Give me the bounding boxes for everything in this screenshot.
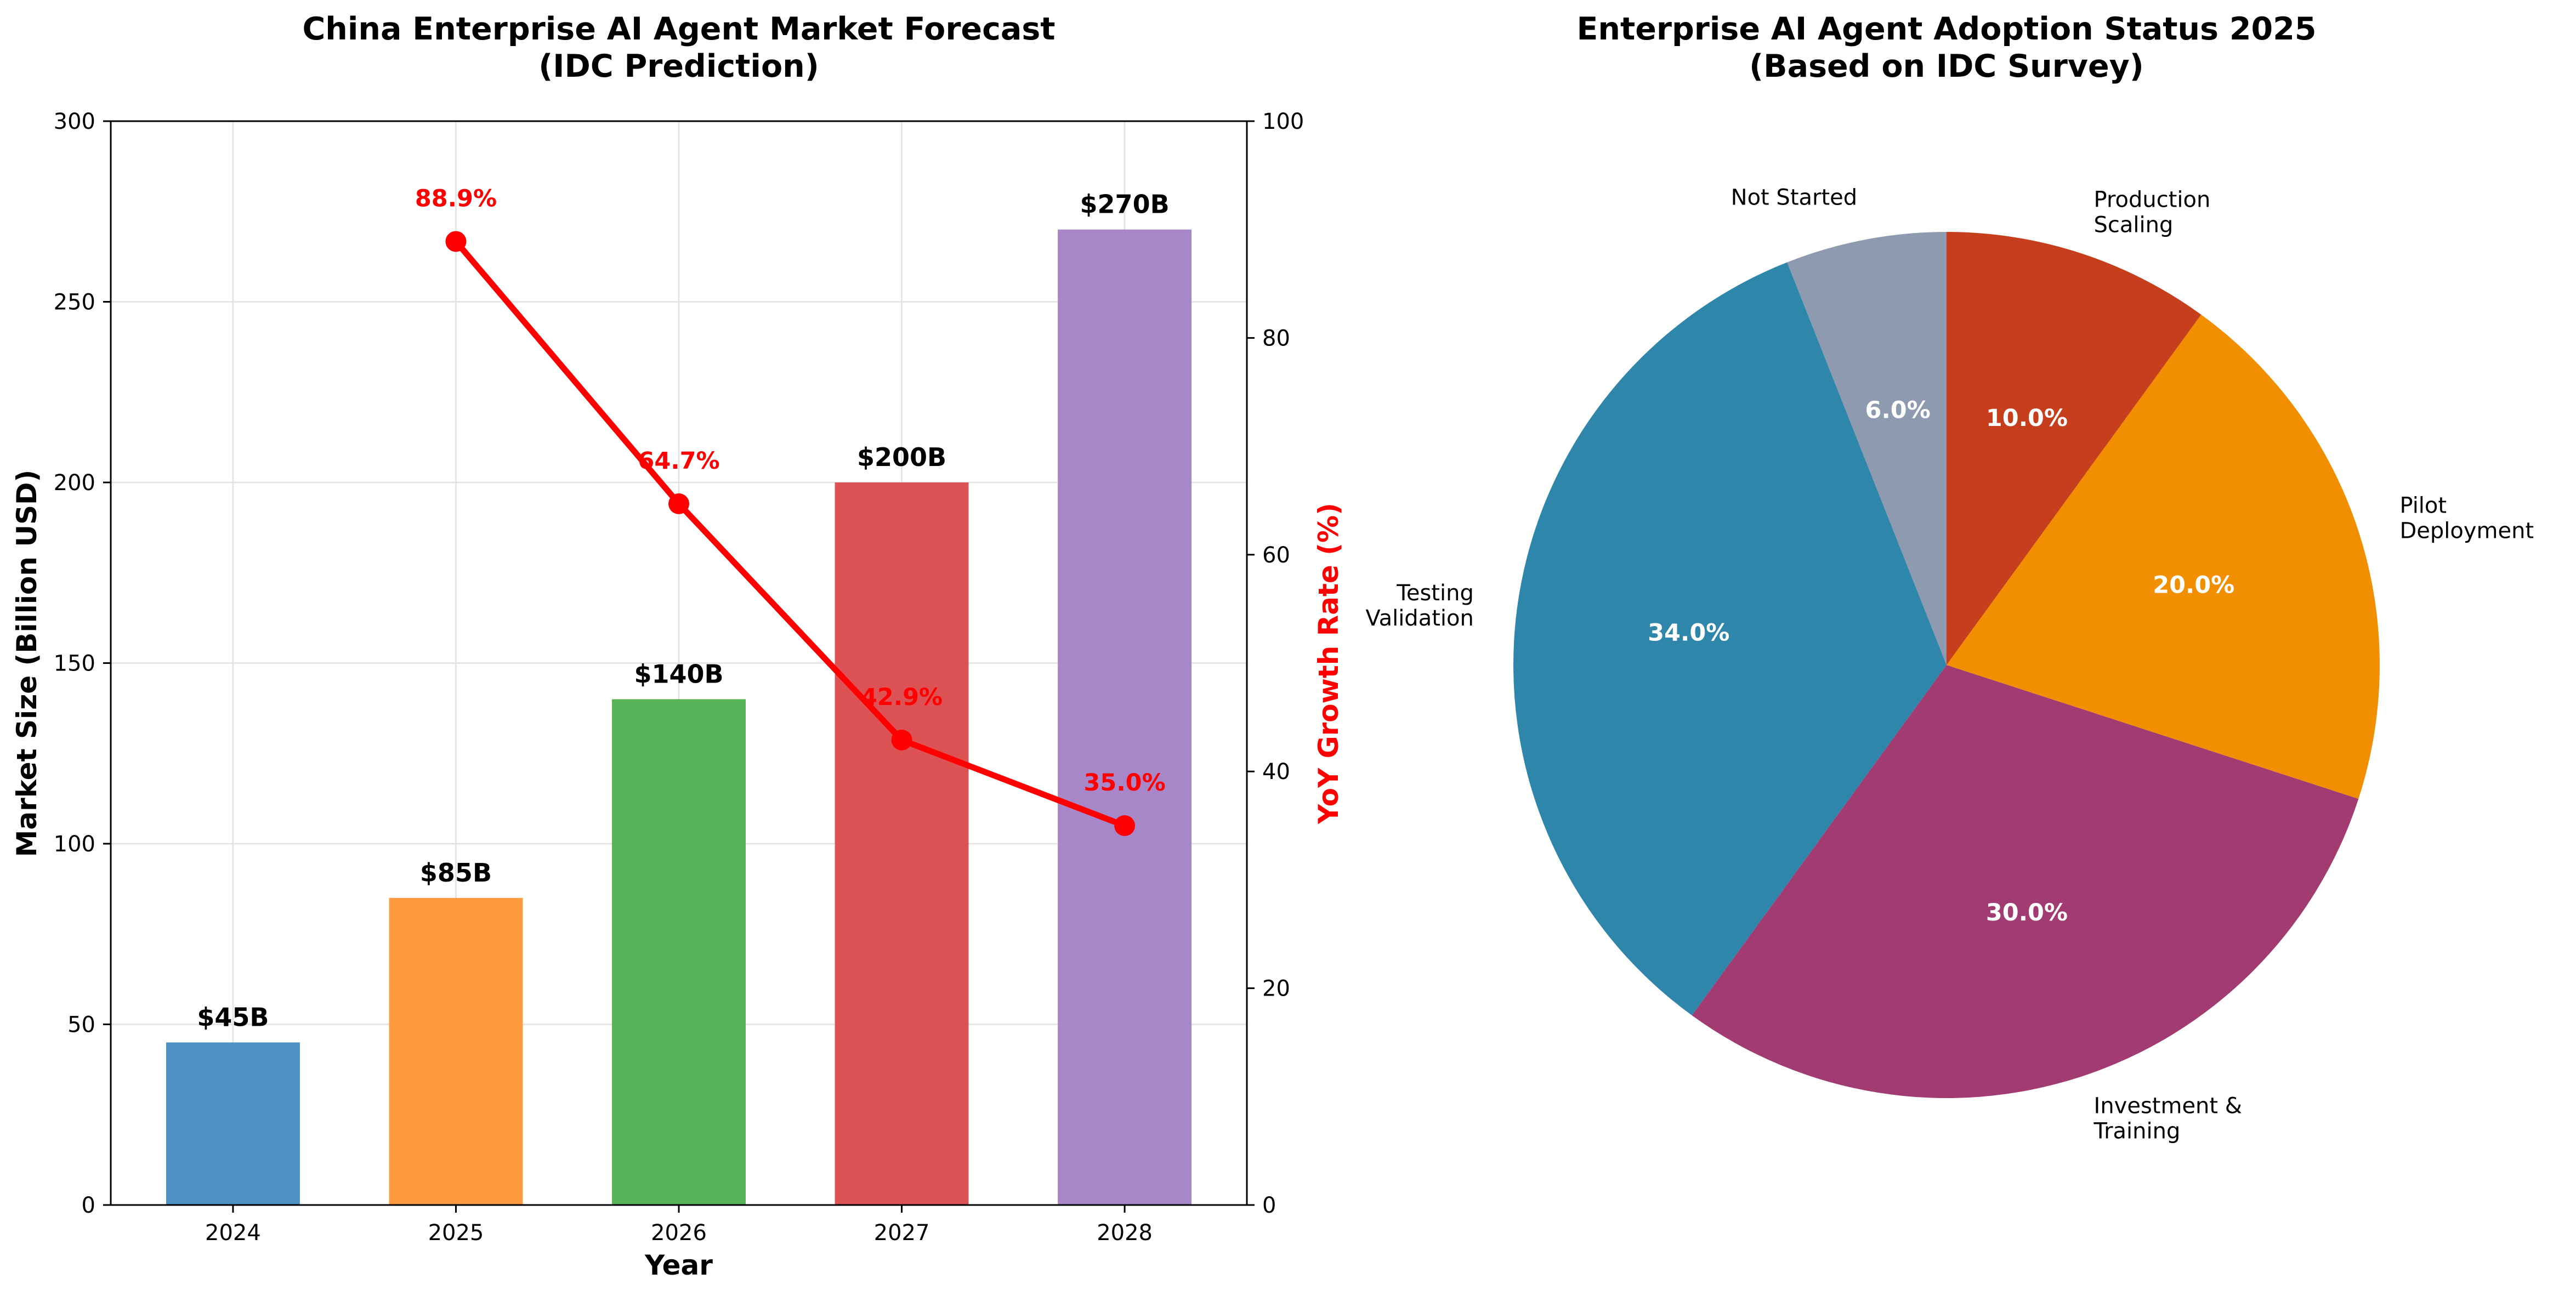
pie-chart-title-line-2: (Based on IDC Survey) — [1749, 48, 2144, 84]
left-y-axis-ticks: 0 50 100 150 200 250 300 — [54, 109, 111, 1218]
pie-pct-label-0: 6.0% — [1865, 396, 1931, 424]
left-y-tick-label: 150 — [54, 651, 95, 677]
left-y-tick-label: 50 — [67, 1013, 95, 1038]
bar-value-label-2024: $45B — [197, 1002, 269, 1032]
growth-rate-label-2027: 42.9% — [861, 684, 943, 711]
bar-2027 — [835, 482, 969, 1205]
growth-rate-marker-2027 — [891, 729, 912, 751]
bar-value-label-2028: $270B — [1080, 190, 1170, 219]
right-y-tick-label: 100 — [1262, 109, 1304, 134]
left-y-tick-label: 250 — [54, 290, 95, 315]
growth-rate-line — [452, 238, 1128, 829]
left-y-tick-label: 0 — [82, 1193, 95, 1218]
growth-rate-label-2028: 35.0% — [1084, 769, 1166, 797]
pie-pct-label-2: 30.0% — [1986, 899, 2068, 926]
bar-2028 — [1058, 229, 1192, 1206]
pie-slice-label-2-line-1: Training — [2093, 1118, 2181, 1144]
bar-value-label-2026: $140B — [634, 659, 723, 689]
growth-rate-marker-2026 — [668, 493, 690, 514]
x-tick-label: 2027 — [874, 1220, 930, 1246]
right-y-axis-label: YoY Growth Rate (%) — [1313, 503, 1344, 825]
x-tick-label: 2028 — [1097, 1220, 1153, 1246]
pie-slice-label-1-line-1: Validation — [1365, 606, 1474, 631]
pie-slice-label-3-line-1: Deployment — [2399, 518, 2534, 543]
bar-2024 — [166, 1042, 300, 1205]
bar-value-label-2025: $85B — [420, 858, 492, 888]
bar-value-label-2027: $200B — [857, 442, 946, 472]
pie-pct-label-1: 34.0% — [1648, 619, 1729, 647]
x-axis-label: Year — [644, 1249, 713, 1281]
pie-slice-1 — [1513, 262, 1947, 1016]
bar-value-labels: $45B $85B $140B $200B $270B — [197, 190, 1169, 1032]
pie-slice-0 — [1787, 232, 1947, 665]
right-y-tick-label: 80 — [1262, 326, 1290, 351]
pie-slice-2 — [1692, 665, 2359, 1098]
pie-pct-label-3: 20.0% — [2153, 572, 2234, 599]
bar-chart-title-line-1: China Enterprise AI Agent Market Forecas… — [302, 11, 1055, 47]
pie-slice-label-4-line-1: Scaling — [2094, 213, 2174, 238]
market-forecast-chart: China Enterprise AI Agent Market Forecas… — [11, 11, 1344, 1281]
growth-rate-label-2025: 88.9% — [415, 185, 497, 212]
left-y-tick-label: 300 — [54, 109, 95, 134]
adoption-status-pie-chart: Enterprise AI Agent Adoption Status 2025… — [1365, 11, 2534, 1144]
bar-chart-title-line-2: (IDC Prediction) — [538, 48, 819, 84]
bar-2026 — [612, 699, 746, 1205]
pie-slice-label-2-line-0: Investment & — [2094, 1093, 2242, 1118]
right-y-tick-label: 0 — [1262, 1193, 1276, 1218]
left-y-axis-label: Market Size (Billion USD) — [11, 470, 43, 857]
x-tick-label: 2024 — [205, 1220, 261, 1246]
left-y-tick-label: 100 — [54, 832, 95, 857]
growth-rate-marker-2025 — [445, 231, 467, 252]
pie-percentage-labels: 6.0% 34.0% 30.0% 20.0% 10.0% — [1648, 396, 2234, 926]
pie-slice-label-0-line-0: Not Started — [1731, 185, 1858, 210]
pie-slice-3 — [1947, 314, 2380, 799]
x-tick-label: 2026 — [651, 1220, 707, 1246]
left-y-tick-label: 200 — [54, 470, 95, 496]
pie-chart-title-line-1: Enterprise AI Agent Adoption Status 2025 — [1576, 11, 2316, 47]
pie-slice-label-3-line-0: Pilot — [2399, 493, 2447, 518]
right-y-tick-label: 40 — [1262, 759, 1290, 785]
x-tick-label: 2025 — [428, 1220, 484, 1246]
x-axis-ticks: 2024 2025 2026 2027 2028 — [205, 1205, 1153, 1246]
right-y-axis-ticks: 0 20 40 60 80 100 — [1247, 109, 1304, 1218]
right-y-tick-label: 60 — [1262, 543, 1290, 568]
pie-pct-label-4: 10.0% — [1986, 405, 2068, 432]
pie-slice-label-4-line-0: Production — [2094, 187, 2211, 213]
bar-2025 — [389, 897, 523, 1205]
right-y-tick-label: 20 — [1262, 976, 1290, 1002]
bar-series — [166, 229, 1192, 1206]
pie-slices — [1513, 232, 2380, 1098]
growth-rate-marker-2028 — [1114, 815, 1136, 837]
growth-rate-label-2026: 64.7% — [638, 447, 719, 475]
growth-rate-series — [445, 231, 1136, 837]
pie-slice-4 — [1947, 232, 2201, 665]
pie-slice-label-1-line-0: Testing — [1396, 581, 1474, 606]
growth-rate-labels: 88.9% 64.7% 42.9% 35.0% — [415, 185, 1166, 797]
